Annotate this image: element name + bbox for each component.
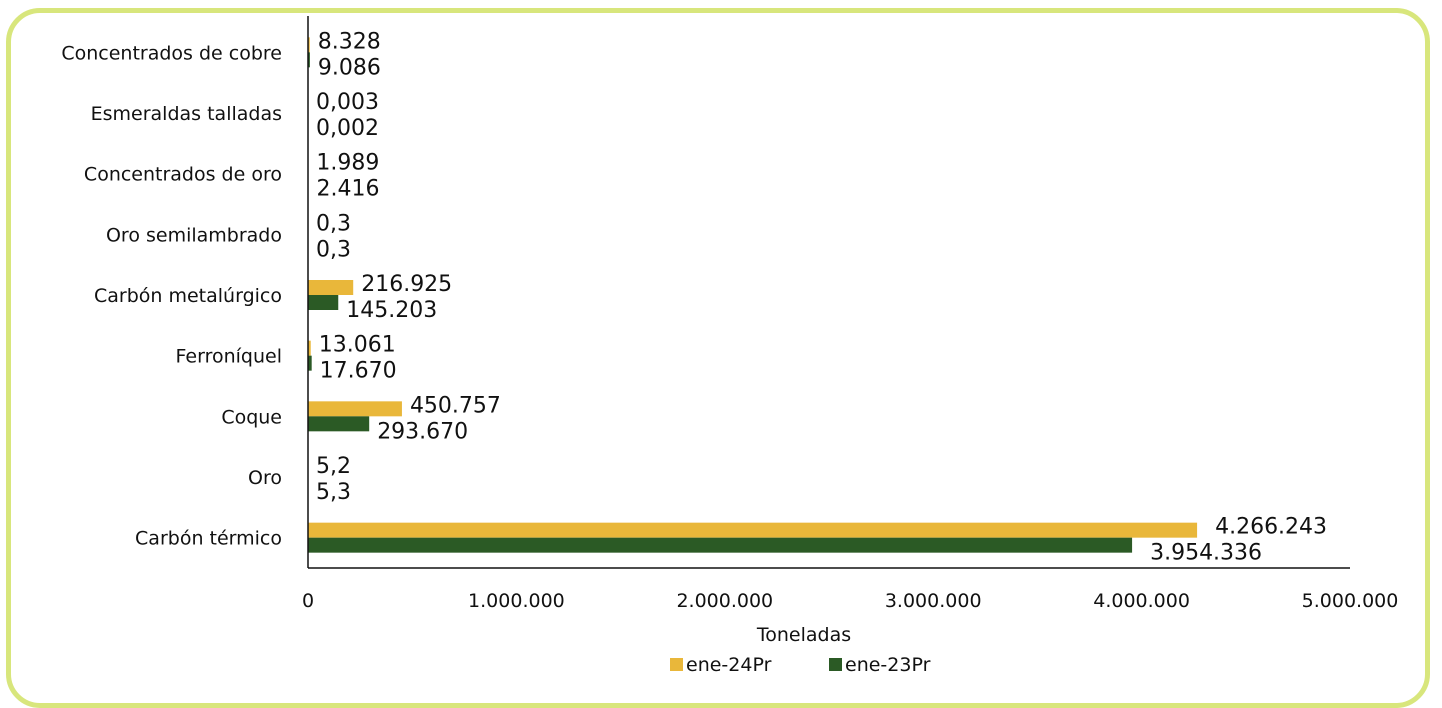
category-label: Carbón metalúrgico xyxy=(94,285,282,307)
category-labels-layer: Carbón térmico Oro Coque Ferroníquel Carbón … xyxy=(61,42,282,549)
bar-ene-23Pr xyxy=(308,538,1132,553)
value-label-ene-23Pr: 0,3 xyxy=(316,237,351,262)
value-label-ene-23Pr: 17.670 xyxy=(320,359,397,384)
value-label-ene-24Pr: 0,003 xyxy=(316,90,379,115)
x-tick-label: 5.000.000 xyxy=(1302,590,1399,612)
legend-swatch-ene-23Pr xyxy=(829,658,842,671)
value-label-ene-23Pr: 5,3 xyxy=(316,480,351,505)
value-label-ene-23Pr: 145.203 xyxy=(346,298,437,323)
value-label-ene-24Pr: 1.989 xyxy=(316,151,379,176)
x-tick-label: 3.000.000 xyxy=(885,590,982,612)
category-label: Ferroníquel xyxy=(176,346,282,368)
value-label-ene-24Pr: 216.925 xyxy=(361,272,452,297)
x-axis-title: Toneladas xyxy=(756,624,851,646)
value-label-ene-24Pr: 4.266.243 xyxy=(1215,515,1327,540)
value-label-ene-24Pr: 8.328 xyxy=(318,29,381,54)
legend-swatch-ene-24Pr xyxy=(670,658,683,671)
category-label: Oro xyxy=(248,467,282,489)
category-label: Concentrados de oro xyxy=(84,164,282,186)
category-label: Coque xyxy=(221,406,282,428)
x-tick-label: 2.000.000 xyxy=(676,590,773,612)
value-label-ene-24Pr: 0,3 xyxy=(316,211,351,236)
value-label-ene-23Pr: 3.954.336 xyxy=(1150,541,1262,566)
bar-ene-24Pr xyxy=(308,280,353,295)
value-label-ene-23Pr: 293.670 xyxy=(377,419,468,444)
x-tick-label: 4.000.000 xyxy=(1093,590,1190,612)
value-label-ene-23Pr: 2.416 xyxy=(317,177,380,202)
value-label-ene-24Pr: 450.757 xyxy=(410,393,501,418)
bar-ene-23Pr xyxy=(308,416,369,431)
category-label: Oro semilambrado xyxy=(106,224,282,246)
x-tick-labels-layer: 0 1.000.000 2.000.000 3.000.000 4.000.000 5.0… xyxy=(302,590,1398,612)
legend-label-ene-24Pr: ene-24Pr xyxy=(686,654,772,676)
category-label: Carbón térmico xyxy=(135,528,282,550)
category-label: Concentrados de cobre xyxy=(61,42,282,64)
bar-ene-24Pr xyxy=(308,401,402,416)
value-label-ene-24Pr: 13.061 xyxy=(319,333,396,358)
bar-ene-23Pr xyxy=(308,295,338,310)
legend: ene-24Pr ene-23Pr xyxy=(670,654,931,676)
legend-label-ene-23Pr: ene-23Pr xyxy=(845,654,931,676)
bar-ene-24Pr xyxy=(308,523,1197,538)
value-label-ene-23Pr: 0,002 xyxy=(316,116,379,141)
x-tick-label: 1.000.000 xyxy=(468,590,565,612)
x-tick-label: 0 xyxy=(302,590,314,612)
value-label-ene-24Pr: 5,2 xyxy=(316,454,351,479)
value-label-ene-23Pr: 9.086 xyxy=(318,55,381,80)
category-label: Esmeraldas talladas xyxy=(91,103,282,125)
